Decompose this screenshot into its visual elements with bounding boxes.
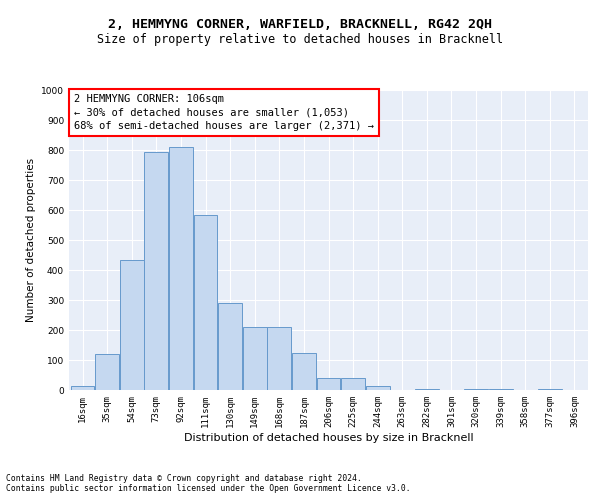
Text: 2 HEMMYNG CORNER: 106sqm
← 30% of detached houses are smaller (1,053)
68% of sem: 2 HEMMYNG CORNER: 106sqm ← 30% of detach… — [74, 94, 374, 131]
Bar — [169, 147, 193, 390]
Bar — [341, 378, 365, 390]
Bar — [538, 388, 562, 390]
Y-axis label: Number of detached properties: Number of detached properties — [26, 158, 35, 322]
Text: Size of property relative to detached houses in Bracknell: Size of property relative to detached ho… — [97, 32, 503, 46]
Bar — [145, 152, 168, 390]
Bar — [317, 378, 340, 390]
X-axis label: Distribution of detached houses by size in Bracknell: Distribution of detached houses by size … — [184, 432, 473, 442]
Bar — [464, 389, 488, 390]
Text: Contains public sector information licensed under the Open Government Licence v3: Contains public sector information licen… — [6, 484, 410, 493]
Bar — [268, 327, 291, 390]
Text: 2, HEMMYNG CORNER, WARFIELD, BRACKNELL, RG42 2QH: 2, HEMMYNG CORNER, WARFIELD, BRACKNELL, … — [108, 18, 492, 30]
Bar — [415, 388, 439, 390]
Bar — [218, 303, 242, 390]
Bar — [71, 386, 94, 390]
Text: Contains HM Land Registry data © Crown copyright and database right 2024.: Contains HM Land Registry data © Crown c… — [6, 474, 362, 483]
Bar — [243, 327, 266, 390]
Bar — [194, 214, 217, 390]
Bar — [489, 389, 512, 390]
Bar — [366, 386, 389, 390]
Bar — [120, 260, 143, 390]
Bar — [292, 352, 316, 390]
Bar — [95, 354, 119, 390]
